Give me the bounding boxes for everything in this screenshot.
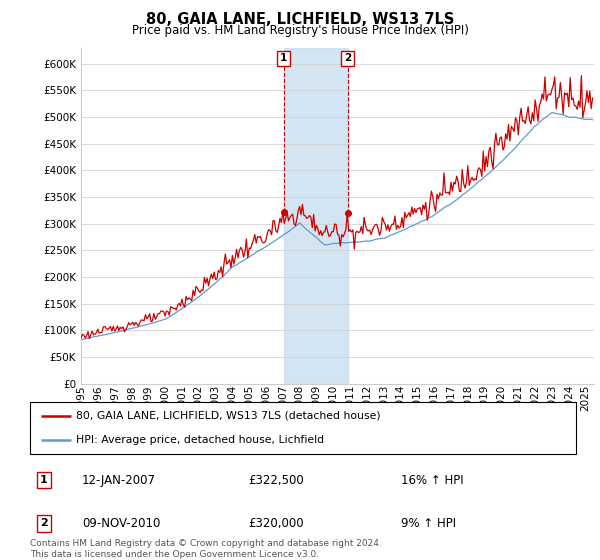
Text: 80, GAIA LANE, LICHFIELD, WS13 7LS: 80, GAIA LANE, LICHFIELD, WS13 7LS bbox=[146, 12, 454, 27]
Text: 9% ↑ HPI: 9% ↑ HPI bbox=[401, 517, 457, 530]
Text: 09-NOV-2010: 09-NOV-2010 bbox=[82, 517, 160, 530]
Text: 16% ↑ HPI: 16% ↑ HPI bbox=[401, 474, 464, 487]
Text: 2: 2 bbox=[40, 519, 47, 529]
FancyBboxPatch shape bbox=[30, 402, 576, 454]
Text: 1: 1 bbox=[40, 475, 47, 485]
Text: 12-JAN-2007: 12-JAN-2007 bbox=[82, 474, 156, 487]
Text: 1: 1 bbox=[280, 53, 287, 63]
Bar bbox=[284, 48, 347, 384]
Text: 2: 2 bbox=[344, 53, 351, 63]
Text: HPI: Average price, detached house, Lichfield: HPI: Average price, detached house, Lich… bbox=[76, 435, 325, 445]
Text: Price paid vs. HM Land Registry's House Price Index (HPI): Price paid vs. HM Land Registry's House … bbox=[131, 24, 469, 37]
Text: Contains HM Land Registry data © Crown copyright and database right 2024.
This d: Contains HM Land Registry data © Crown c… bbox=[30, 539, 382, 559]
Text: £322,500: £322,500 bbox=[248, 474, 304, 487]
Text: 80, GAIA LANE, LICHFIELD, WS13 7LS (detached house): 80, GAIA LANE, LICHFIELD, WS13 7LS (deta… bbox=[76, 411, 381, 421]
Text: £320,000: £320,000 bbox=[248, 517, 304, 530]
